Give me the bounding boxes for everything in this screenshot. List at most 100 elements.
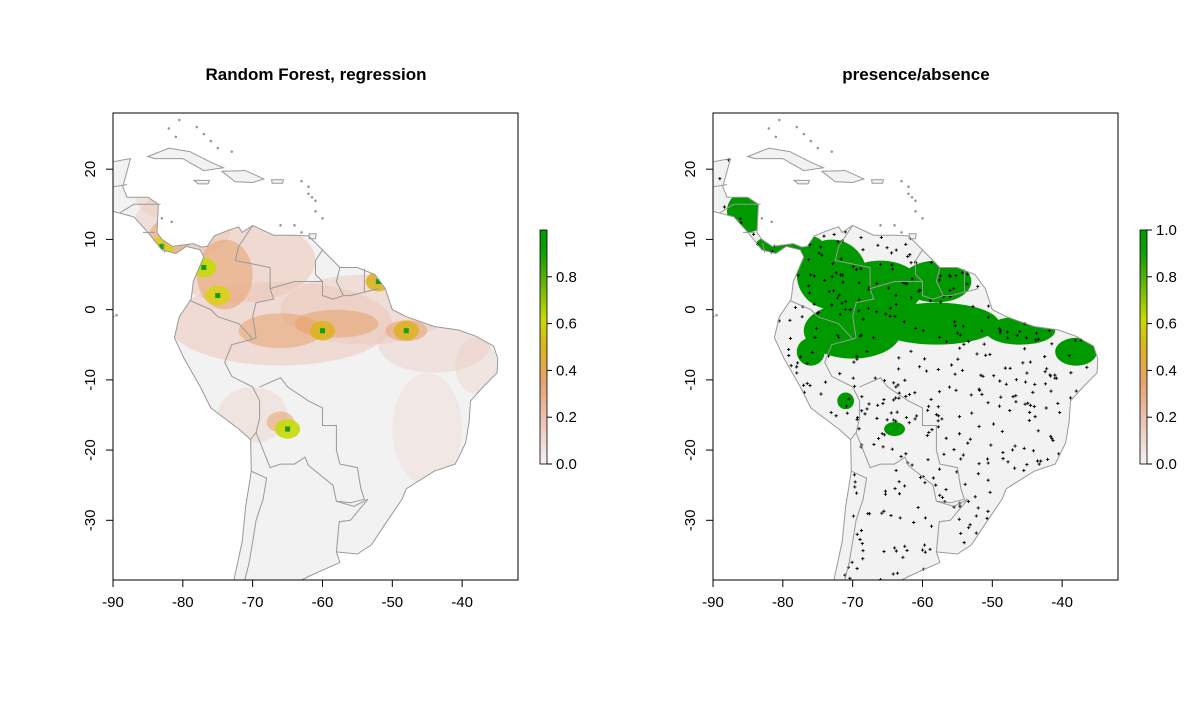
- sample-point: [940, 417, 944, 421]
- legend-tick-label: 0.0: [1156, 456, 1177, 473]
- sample-point: [882, 509, 886, 513]
- hotspot-peak: [375, 279, 381, 285]
- sample-point: [885, 246, 889, 250]
- sample-point: [887, 286, 891, 290]
- sample-point: [999, 395, 1003, 399]
- country-border: [217, 316, 261, 440]
- sample-point: [953, 372, 957, 376]
- sample-point: [960, 368, 965, 373]
- sample-point: [961, 324, 965, 328]
- sample-point: [922, 543, 927, 547]
- sample-point: [936, 414, 941, 418]
- sample-point: [889, 411, 893, 415]
- islet: [778, 118, 781, 122]
- sample-point: [855, 418, 859, 422]
- sample-point: [930, 428, 934, 432]
- sample-point: [976, 284, 980, 289]
- islet: [921, 217, 924, 220]
- sample-point: [949, 363, 954, 367]
- sample-point: [923, 516, 928, 520]
- country-border: [335, 498, 369, 552]
- sample-point: [827, 290, 831, 294]
- sample-point: [855, 354, 859, 358]
- sample-point: [847, 397, 851, 401]
- sample-point: [954, 388, 958, 392]
- sample-point: [971, 304, 975, 309]
- sample-point: [872, 442, 876, 447]
- sample-point: [860, 395, 864, 399]
- legend: 0.0 0.2 0.4 0.6 0.8: [539, 229, 577, 473]
- map-area: [113, 118, 499, 580]
- sample-point: [835, 333, 840, 337]
- islet: [115, 313, 118, 317]
- sample-point: [844, 299, 848, 303]
- sample-point: [906, 254, 910, 259]
- coastline: [870, 179, 885, 184]
- sample-point: [912, 520, 916, 525]
- sample-point: [875, 416, 879, 420]
- legend-tick-label: 0.2: [556, 409, 577, 426]
- sample-point: [834, 414, 838, 418]
- hotspot-peak: [319, 328, 325, 334]
- sample-point: [859, 528, 863, 533]
- islet: [767, 127, 771, 130]
- islet: [216, 146, 220, 150]
- panel-title: presence/absence: [842, 65, 989, 84]
- y-tick-label: -20: [82, 439, 99, 461]
- y-tick-label: 10: [682, 231, 699, 248]
- sample-point: [956, 357, 960, 361]
- x-tick-label: -60: [312, 594, 334, 611]
- y-tick-label: -10: [682, 369, 699, 391]
- sample-point: [1074, 389, 1078, 393]
- presence-area: [884, 422, 906, 436]
- island: [147, 148, 224, 171]
- sample-point: [830, 275, 834, 279]
- sample-point: [977, 387, 981, 391]
- sample-point: [1013, 444, 1017, 448]
- sample-point: [1067, 353, 1071, 358]
- sample-point: [795, 365, 799, 369]
- sample-point: [926, 408, 930, 412]
- sample-point: [991, 422, 996, 426]
- sample-point: [974, 531, 978, 535]
- presence-area: [803, 302, 902, 359]
- sample-point: [867, 402, 871, 406]
- legend-bar: [1139, 229, 1148, 465]
- plot-frame: [712, 112, 1119, 581]
- sample-point: [922, 357, 927, 361]
- country-border: [113, 184, 128, 188]
- sample-point: [1013, 466, 1017, 470]
- islet: [733, 98, 736, 101]
- sample-point: [1047, 329, 1051, 333]
- islet: [307, 192, 310, 196]
- sample-point: [947, 385, 952, 389]
- sample-point: [884, 312, 888, 316]
- sample-point: [830, 303, 834, 307]
- hotspot-peak: [201, 264, 207, 270]
- sample-point: [959, 531, 963, 536]
- islet: [770, 220, 773, 224]
- sample-point: [913, 391, 917, 395]
- islet: [300, 231, 303, 234]
- sample-point: [927, 430, 931, 435]
- sample-point: [831, 289, 836, 293]
- sample-point: [875, 281, 879, 286]
- sample-point: [848, 308, 852, 312]
- legend-tick-label: 0.6: [1156, 316, 1177, 333]
- sample-point: [957, 517, 961, 521]
- sample-point: [973, 495, 977, 499]
- sample-point: [891, 398, 896, 402]
- sample-point: [896, 367, 901, 371]
- sample-point: [962, 342, 966, 346]
- sample-point: [1028, 403, 1033, 407]
- sample-point: [1053, 376, 1057, 380]
- country-border: [915, 249, 979, 300]
- sample-point: [861, 317, 865, 321]
- islet: [893, 224, 896, 227]
- sample-point: [894, 396, 898, 400]
- islet: [879, 224, 882, 227]
- islet: [760, 217, 764, 220]
- sample-point: [878, 262, 883, 267]
- sample-point: [899, 454, 903, 459]
- sample-point: [859, 333, 863, 337]
